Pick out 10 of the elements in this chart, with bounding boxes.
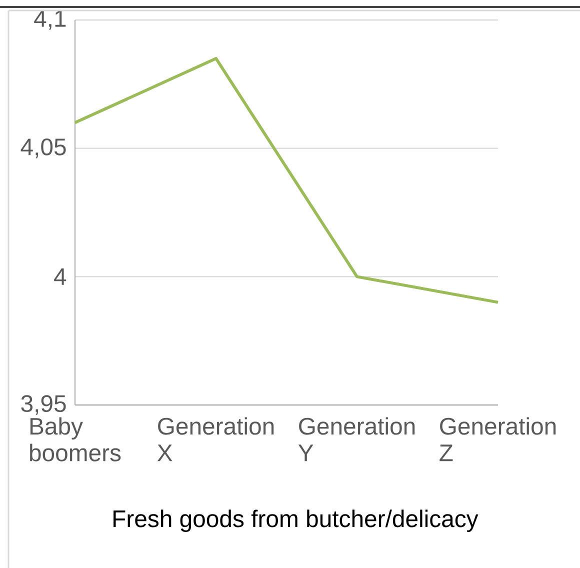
x-tick-label: Generation X [157,417,274,462]
y-tick-label: 4 [54,268,66,285]
x-axis-title: Fresh goods from butcher/delicacy [114,510,478,532]
x-tick-label: Baby boomers [30,417,121,462]
y-tick-label: 4,1 [34,10,66,30]
line-series [74,56,500,304]
y-tick-label: 3,95 [21,395,66,415]
x-tick-label: Generation Y [298,417,415,462]
y-tick-label: 4,05 [20,138,66,158]
x-tick-label: Generation Z [440,417,556,462]
